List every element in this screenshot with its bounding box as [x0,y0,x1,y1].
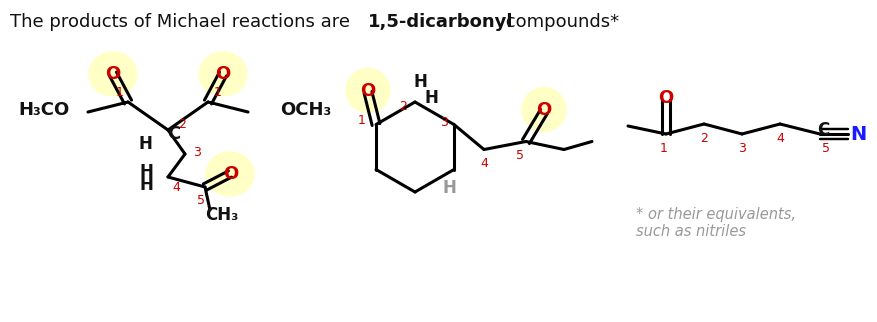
Text: H: H [441,178,455,196]
Text: 5: 5 [196,194,204,207]
Text: 4: 4 [775,131,783,145]
Ellipse shape [206,152,253,196]
Text: H: H [424,89,438,107]
Text: H: H [139,176,153,194]
Ellipse shape [89,52,137,96]
Text: 3: 3 [193,146,201,158]
Text: such as nitriles: such as nitriles [635,224,745,240]
Text: O: O [536,100,551,118]
Text: OCH₃: OCH₃ [280,101,331,119]
Text: 4: 4 [172,181,180,194]
Text: H₃CO: H₃CO [18,101,70,119]
Text: O: O [215,65,231,83]
Text: 2: 2 [399,99,406,112]
Text: O: O [105,65,120,83]
Text: O: O [223,165,239,183]
Text: C: C [168,125,181,143]
Text: 2: 2 [178,118,186,130]
Text: N: N [849,125,865,144]
Text: H: H [139,163,153,181]
Text: 5: 5 [821,141,829,155]
Text: 3: 3 [738,141,745,155]
Text: CH₃: CH₃ [204,206,238,224]
Text: * or their equivalents,: * or their equivalents, [635,206,795,222]
Text: 1: 1 [116,86,124,99]
Text: 3: 3 [439,116,447,129]
Text: The products of Michael reactions are: The products of Michael reactions are [10,13,355,31]
Text: O: O [360,81,375,99]
Text: 4: 4 [480,157,488,170]
Text: 1: 1 [660,141,667,155]
Ellipse shape [522,88,566,131]
Text: compounds*: compounds* [499,13,618,31]
Text: H: H [138,135,152,153]
Text: 1,5-dicarbonyl: 1,5-dicarbonyl [367,13,513,31]
Ellipse shape [346,69,389,112]
Ellipse shape [199,52,246,96]
Text: 2: 2 [699,131,707,145]
Text: 1: 1 [214,86,222,99]
Text: H: H [412,73,426,91]
Text: 1: 1 [358,114,366,127]
Text: 5: 5 [516,149,524,162]
Text: C: C [816,121,828,139]
Text: O: O [658,89,673,107]
